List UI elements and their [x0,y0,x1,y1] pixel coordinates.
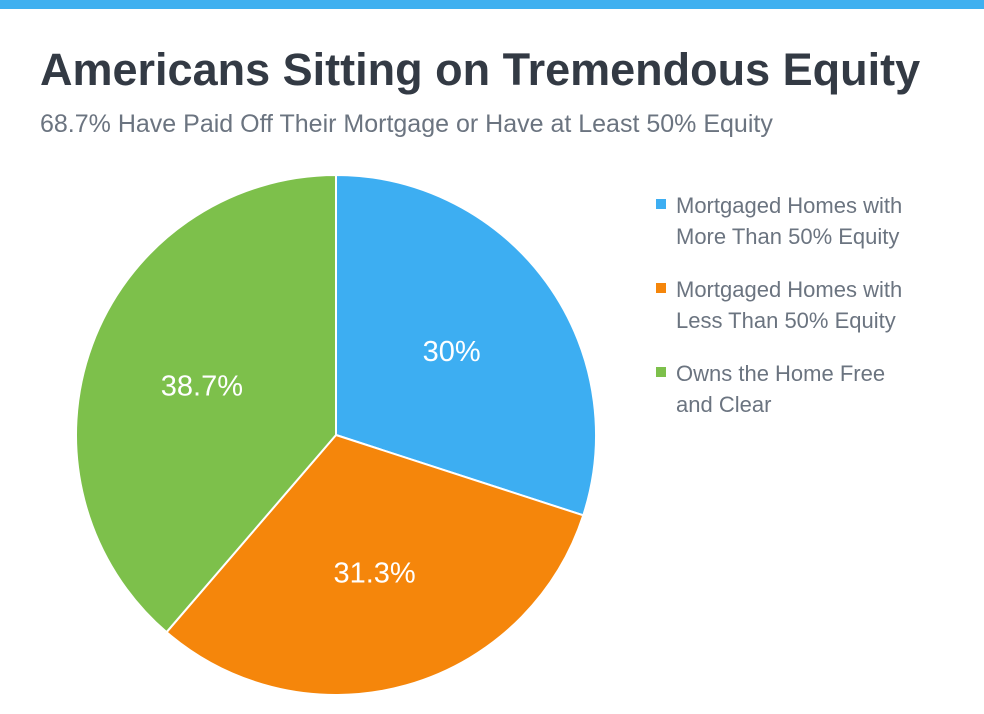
pie-slice-label-2: 31.3% [333,558,415,590]
legend-swatch-3 [656,367,666,377]
pie-slice-label-1: 30% [423,336,481,368]
chart-legend: Mortgaged Homes with More Than 50% Equit… [656,190,976,442]
pie-slice-labels: 30% 31.3% 38.7% [161,336,481,590]
chart-title: Americans Sitting on Tremendous Equity [40,44,921,95]
legend-swatch-2 [656,283,666,293]
pie-slice-1 [335,174,597,517]
legend-item-1: Mortgaged Homes with More Than 50% Equit… [656,190,976,252]
pie-slices [75,174,597,696]
legend-item-2: Mortgaged Homes with Less Than 50% Equit… [656,274,976,336]
legend-label-1: Mortgaged Homes with More Than 50% Equit… [676,193,903,249]
pie-slice-label-3: 38.7% [161,370,243,402]
pie-slice-3 [75,174,337,634]
top-accent-bar [0,0,984,9]
legend-label-3: Owns the Home Free and Clear [676,361,886,417]
legend-item-3: Owns the Home Free and Clear [656,358,976,420]
legend-swatch-1 [656,199,666,209]
pie-slice-2 [165,434,585,696]
legend-label-2: Mortgaged Homes with Less Than 50% Equit… [676,277,903,333]
chart-subtitle: 68.7% Have Paid Off Their Mortgage or Ha… [40,110,773,138]
